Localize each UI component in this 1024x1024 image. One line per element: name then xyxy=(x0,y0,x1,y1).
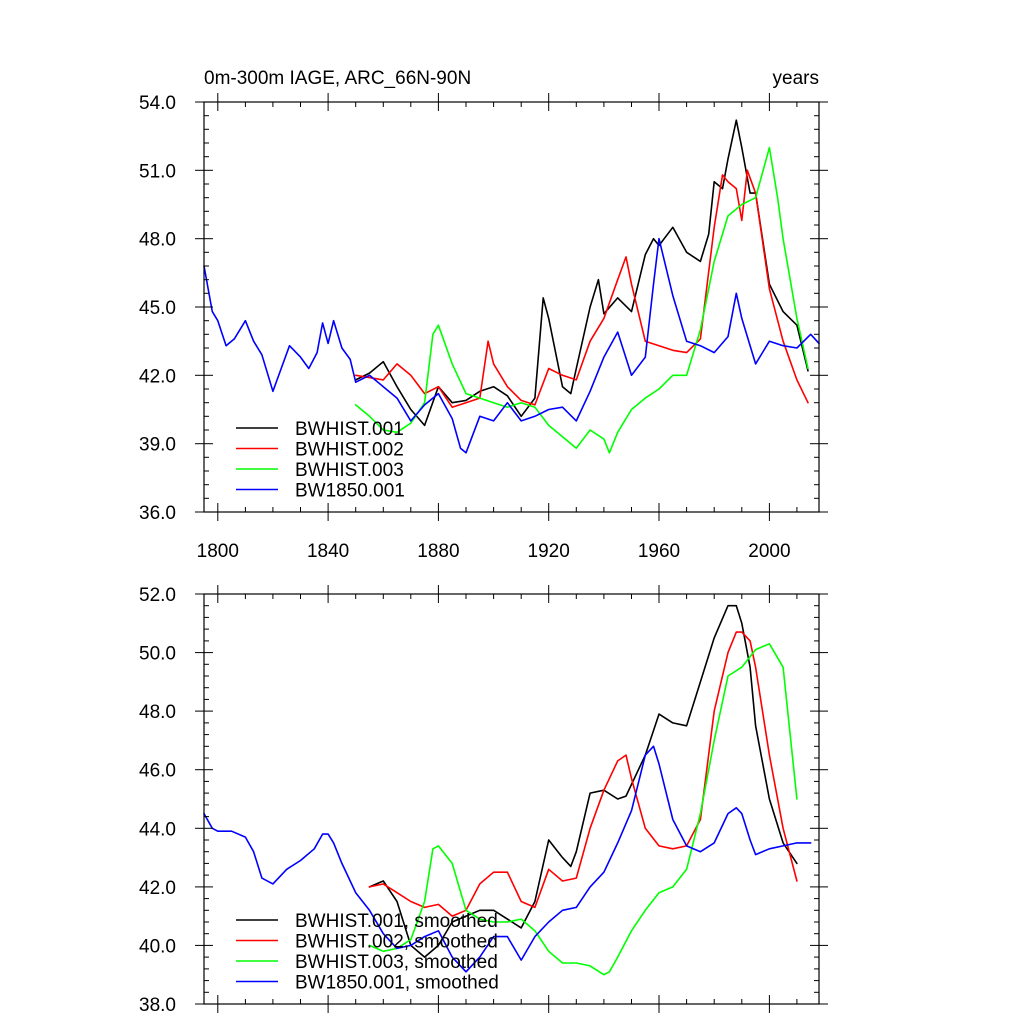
y-tick-label: 42.0 xyxy=(139,878,176,899)
legend-label: BWHIST.003 xyxy=(295,460,404,481)
x-tick-label: 1960 xyxy=(638,541,680,562)
y-tick-label: 36.0 xyxy=(139,503,176,524)
legend-label: BWHIST.002 xyxy=(295,440,404,461)
legend-label: BWHIST.002, smoothed xyxy=(295,932,498,953)
legend-label: BWHIST.001, smoothed xyxy=(295,911,498,932)
y-tick-label: 42.0 xyxy=(139,366,176,387)
legend-label: BWHIST.001 xyxy=(295,419,404,440)
y-tick-label: 50.0 xyxy=(139,644,176,665)
series-line-1 xyxy=(368,631,798,917)
legend-label: BW1850.001 xyxy=(295,481,405,502)
chart-units-label: years xyxy=(773,68,819,89)
series-line-1 xyxy=(354,169,809,408)
plot-frame-bottom xyxy=(203,593,820,1005)
panel-bottom: 38.0 40.0 42.0 44.0 46.0 48.0 50.0 52.0 BWHIST.… xyxy=(139,585,828,1016)
legend-label: BWHIST.003, smoothed xyxy=(295,952,498,973)
x-tick-label: 1880 xyxy=(417,541,459,562)
panel-top: 0m-300m IAGE, ARC_66N-90N years 1800 1840… xyxy=(139,68,828,562)
y-tick-label: 39.0 xyxy=(139,435,176,456)
y-tick-label: 38.0 xyxy=(139,995,176,1016)
y-tick-label: 48.0 xyxy=(139,702,176,723)
y-tick-label: 48.0 xyxy=(139,230,176,251)
chart-title: 0m-300m IAGE, ARC_66N-90N xyxy=(204,68,471,89)
x-tick-label: 2000 xyxy=(748,541,790,562)
series-line-0 xyxy=(368,604,798,958)
series-line-0 xyxy=(354,119,809,427)
plot-frame-top xyxy=(203,101,820,513)
series-line-2 xyxy=(368,643,798,976)
series-line-3 xyxy=(203,237,820,454)
y-tick-label: 54.0 xyxy=(139,93,176,114)
y-tick-label: 40.0 xyxy=(139,936,176,957)
y-tick-label: 45.0 xyxy=(139,298,176,319)
x-tick-label: 1840 xyxy=(307,541,349,562)
y-tick-label: 51.0 xyxy=(139,161,176,182)
y-tick-label: 52.0 xyxy=(139,585,176,606)
y-tick-label: 44.0 xyxy=(139,819,176,840)
legend-label: BW1850.001, smoothed xyxy=(295,973,499,994)
series-line-3 xyxy=(203,745,812,973)
x-tick-label: 1920 xyxy=(528,541,570,562)
y-tick-label: 46.0 xyxy=(139,761,176,782)
series-line-2 xyxy=(354,146,809,454)
x-tick-label: 1800 xyxy=(197,541,239,562)
